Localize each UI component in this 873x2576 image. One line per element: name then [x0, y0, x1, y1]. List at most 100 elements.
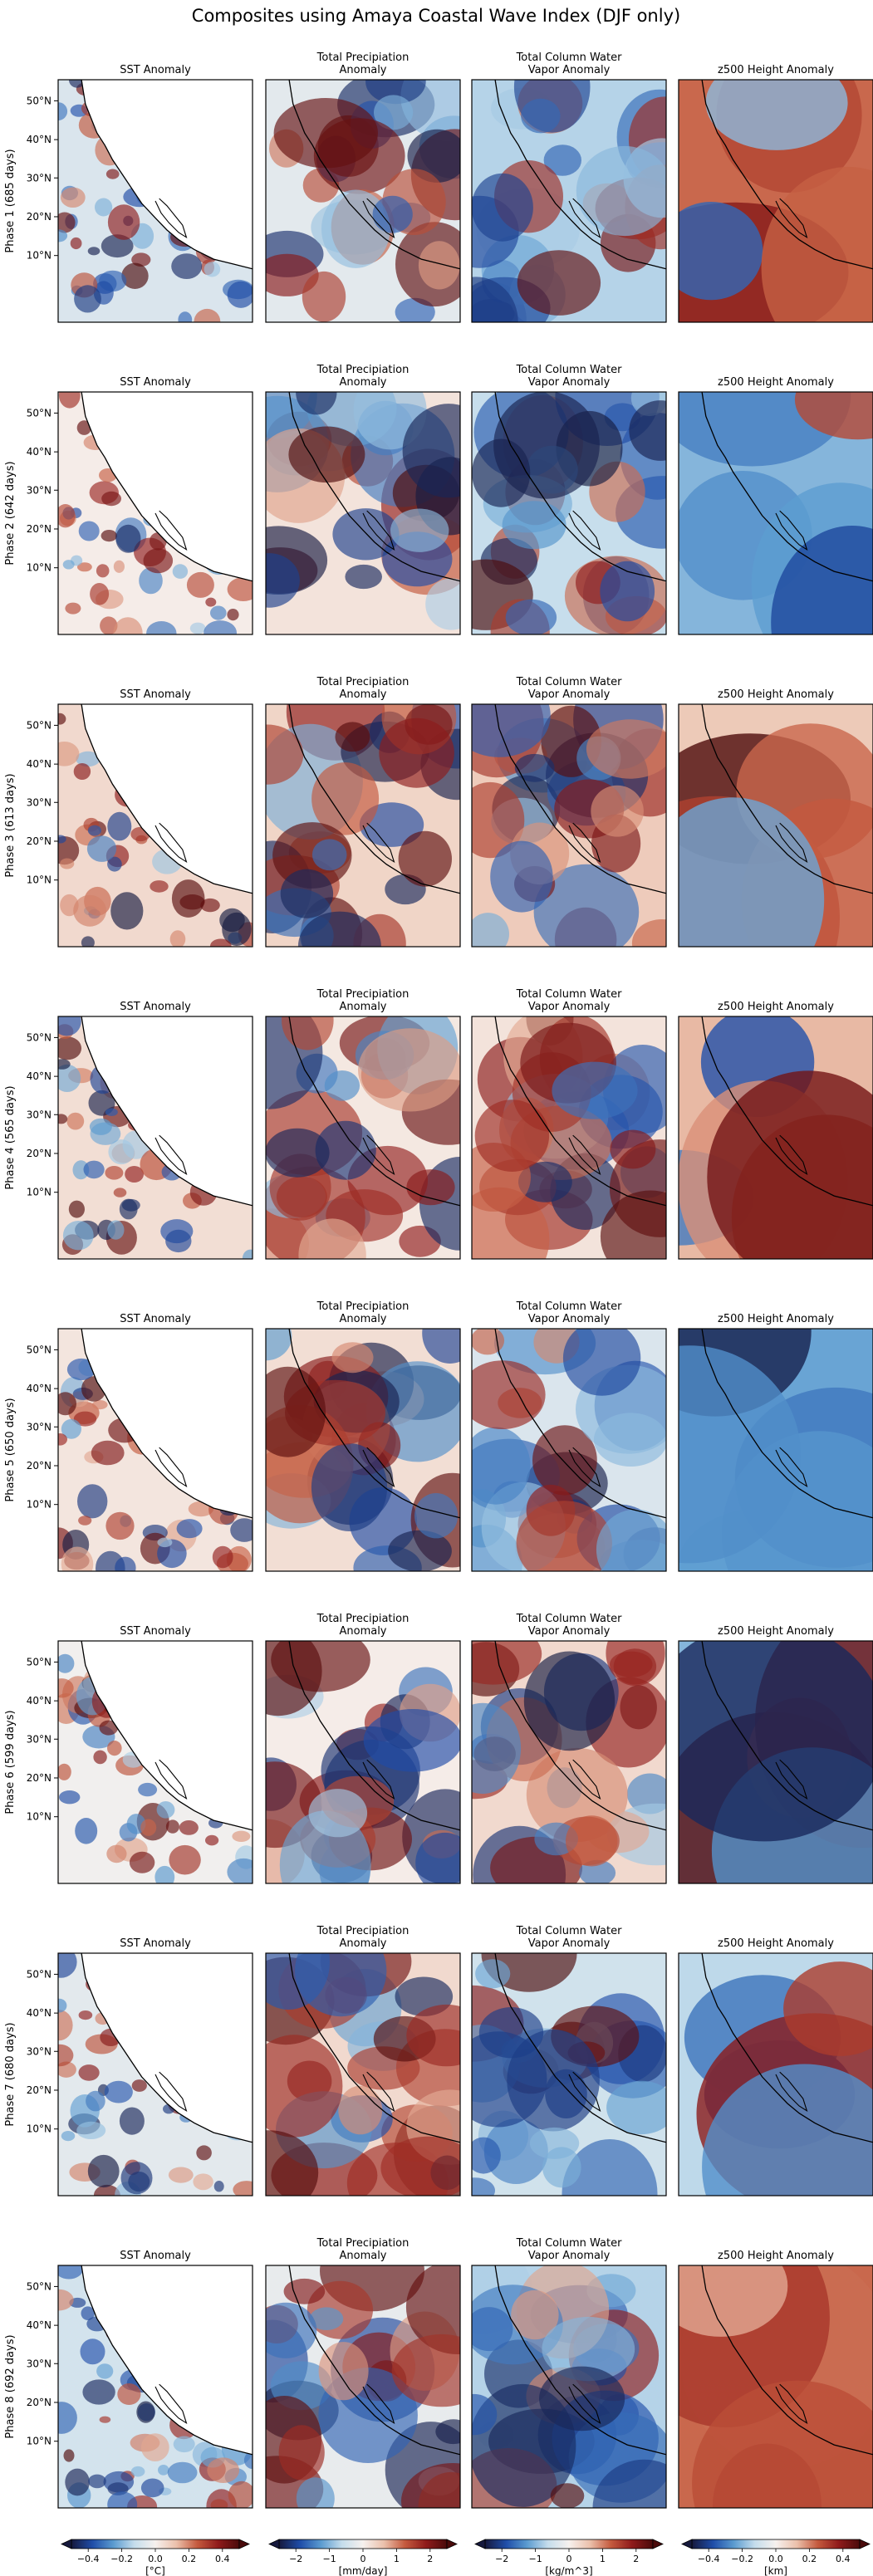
colorbar-gradient	[71, 2539, 240, 2549]
anomaly-blob	[302, 271, 346, 322]
lat-tick-label: 40°N	[27, 446, 51, 458]
coastline	[81, 1016, 253, 1207]
phase-label: Phase 1 (685 days)	[4, 149, 17, 252]
lat-tick-label: 50°N	[27, 2280, 51, 2292]
panel-title: SST Anomaly	[120, 64, 191, 76]
anomaly-blob	[154, 1865, 175, 1883]
anomaly-blob	[212, 1545, 233, 1569]
anomaly-blob	[125, 1166, 145, 1183]
anomaly-blob	[66, 1112, 85, 1130]
anomaly-blob	[321, 189, 390, 268]
colorbar-min-extend	[474, 2539, 486, 2549]
coastline	[701, 1641, 873, 1831]
colorbar-tick-label: −0.2	[731, 2554, 753, 2564]
anomaly-blob	[406, 2004, 460, 2067]
panel-title: Anomaly	[339, 1937, 386, 1950]
panel-title: z500 Height Anomaly	[718, 2250, 834, 2262]
anomaly-blob	[59, 1790, 81, 1805]
lat-tick-label: 30°N	[27, 172, 51, 184]
anomaly-blob	[76, 420, 91, 435]
phase-row: Phase 1 (685 days) 50°N 40°N 30°N 20°N 10°N SS…	[4, 51, 873, 323]
anomaly-blob	[219, 908, 245, 933]
baja-coastline	[568, 1759, 601, 1800]
anomaly-blob	[96, 2363, 114, 2379]
anomaly-blob	[296, 392, 337, 415]
phase-label: Phase 4 (565 days)	[4, 1085, 17, 1189]
phase-label: Phase 2 (642 days)	[4, 461, 17, 565]
anomaly-blob	[113, 617, 143, 634]
anomaly-blob	[77, 1484, 108, 1519]
coastline	[494, 1953, 666, 2143]
anomaly-blob	[517, 250, 601, 316]
panel-title: Anomaly	[339, 376, 386, 389]
anomaly-blob	[402, 404, 460, 498]
panel-frame	[678, 391, 873, 635]
map-panel-sst: SST Anomaly	[57, 688, 253, 948]
anomaly-field	[266, 1016, 460, 1259]
land-mask	[81, 392, 253, 581]
anomaly-blob	[107, 1741, 122, 1756]
anomaly-blob	[566, 1815, 618, 1867]
anomaly-blob	[794, 392, 873, 440]
anomaly-blob	[606, 2080, 666, 2135]
anomaly-blob	[140, 2433, 169, 2462]
anomaly-blob	[266, 2130, 319, 2196]
phase-row: Phase 8 (692 days) 50°N 40°N 30°N 20°N 10°N SS…	[4, 2237, 873, 2509]
panel-frame	[678, 1016, 873, 1260]
anomaly-blob	[542, 2147, 581, 2188]
anomaly-blob	[196, 2145, 212, 2161]
lat-tick-label: 50°N	[27, 1344, 51, 1355]
anomaly-field	[679, 1016, 873, 1259]
anomaly-blob	[65, 602, 81, 615]
land-mask	[81, 1641, 253, 1830]
anomaly-blob	[95, 198, 113, 217]
panel-title: SST Anomaly	[120, 376, 191, 389]
map-panel-sst: SST Anomaly	[57, 1001, 253, 1260]
anomaly-blob	[388, 1530, 452, 1571]
anomaly-blob	[576, 145, 666, 237]
coastline	[81, 2265, 253, 2456]
anomaly-blob	[169, 930, 186, 947]
anomaly-field	[679, 1953, 873, 2196]
anomaly-field	[472, 1016, 666, 1259]
panel-title: Total Precipiation	[316, 2237, 410, 2250]
anomaly-blob	[58, 392, 81, 409]
coastline	[288, 1641, 460, 1831]
colorbar-tick-label: 1	[600, 2554, 606, 2564]
anomaly-blob	[88, 2474, 106, 2489]
anomaly-blob	[171, 879, 205, 918]
lat-tick-label: 20°N	[27, 2084, 51, 2096]
anomaly-blob	[58, 2289, 74, 2311]
anomaly-blob	[266, 724, 304, 785]
anomaly-field	[58, 1016, 253, 1259]
anomaly-field	[266, 1641, 460, 1883]
land-mask	[81, 80, 253, 269]
anomaly-blob	[80, 2338, 105, 2365]
anomaly-blob	[523, 1651, 616, 1751]
anomaly-blob	[73, 894, 106, 927]
anomaly-blob	[210, 938, 232, 947]
anomaly-blob	[278, 2425, 325, 2481]
anomaly-blob	[472, 913, 509, 947]
anomaly-blob	[91, 1440, 125, 1466]
map-panel-sst: SST Anomaly	[57, 1313, 253, 1572]
coastline	[494, 392, 666, 582]
anomaly-blob	[266, 1641, 322, 1717]
panel-frame	[678, 2265, 873, 2509]
anomaly-blob	[58, 2044, 74, 2067]
anomaly-blob	[81, 2306, 95, 2320]
panel-title: Total Column Water	[516, 988, 622, 1001]
anomaly-blob	[158, 2465, 169, 2476]
anomaly-blob	[93, 1750, 107, 1765]
coastline	[701, 392, 873, 582]
coastline	[81, 1329, 253, 1519]
anomaly-blob	[227, 577, 253, 601]
anomaly-blob	[86, 835, 117, 862]
land-mask	[81, 704, 253, 894]
anomaly-blob	[401, 2463, 460, 2508]
anomaly-blob	[380, 2136, 460, 2196]
baja-coastline	[362, 198, 395, 239]
anomaly-blob	[331, 1342, 374, 1374]
